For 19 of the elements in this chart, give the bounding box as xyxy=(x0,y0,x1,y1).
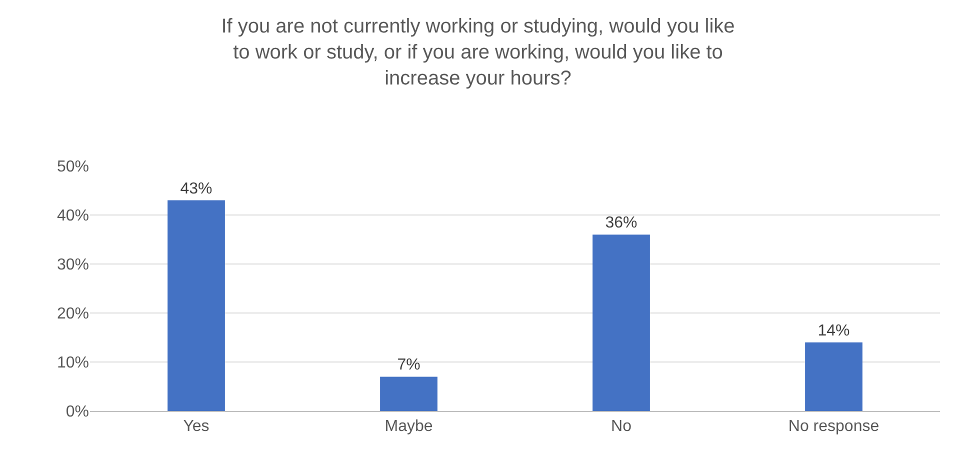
y-tick-label: 50% xyxy=(56,158,89,176)
y-tick-label: 0% xyxy=(66,404,89,421)
bar xyxy=(805,342,862,411)
x-tick-label: Yes xyxy=(183,418,210,436)
x-tick-label: No response xyxy=(788,418,880,436)
x-tick-label: Maybe xyxy=(384,418,433,436)
bar xyxy=(168,200,225,411)
y-tick-label: 40% xyxy=(56,208,89,225)
data-label: 7% xyxy=(397,356,420,374)
y-tick-label: 30% xyxy=(56,256,89,274)
data-label: 14% xyxy=(818,322,850,340)
x-tick-label: No xyxy=(611,418,632,436)
chart-title: If you are not currently working or studying, would you like to work or study, or if you are working, would you like to increase your hours? xyxy=(221,16,735,90)
y-tick-label: 10% xyxy=(56,354,89,372)
data-label: 43% xyxy=(180,180,212,198)
y-tick-label: 20% xyxy=(56,306,89,323)
data-label: 36% xyxy=(605,214,638,232)
bar xyxy=(592,234,650,411)
bar xyxy=(380,376,438,411)
